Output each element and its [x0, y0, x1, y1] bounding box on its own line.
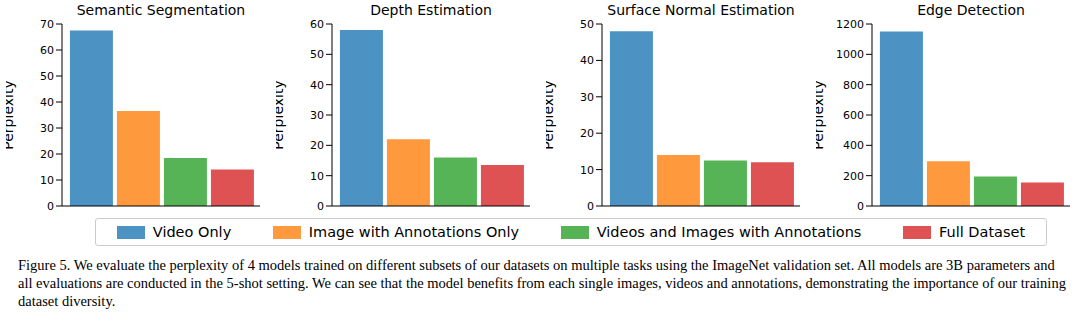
svg-text:Perplexity: Perplexity	[8, 80, 16, 149]
svg-text:200: 200	[843, 170, 864, 183]
svg-text:40: 40	[310, 79, 324, 92]
svg-text:40: 40	[40, 96, 54, 109]
svg-text:70: 70	[40, 20, 54, 31]
svg-text:0: 0	[47, 200, 54, 212]
svg-text:60: 60	[310, 20, 324, 31]
svg-text:Perplexity: Perplexity	[816, 80, 826, 149]
svg-text:60: 60	[40, 44, 54, 57]
html-text:Video Only: Video Only	[152, 224, 232, 240]
html-text:Videos and Images with Annotat: Videos and Images with Annotations	[596, 224, 862, 240]
svg-text:30: 30	[40, 122, 54, 135]
svg-text:30: 30	[580, 91, 594, 104]
svg-text:800: 800	[843, 79, 864, 92]
svg-text:10: 10	[40, 174, 54, 187]
svg-text:1200: 1200	[836, 20, 864, 31]
html-text:Figure 5. We evaluate the perp: Figure 5. We evaluate the perplexity of …	[18, 257, 1066, 309]
svg-text:600: 600	[843, 109, 864, 122]
svg-text:50: 50	[310, 48, 324, 61]
html-text:Full Dataset: Full Dataset	[939, 224, 1026, 240]
html-text:Image with Annotations Only: Image with Annotations Only	[308, 224, 520, 240]
svg-text:10: 10	[580, 164, 594, 177]
svg-text:30: 30	[310, 109, 324, 122]
svg-text:0: 0	[317, 200, 324, 212]
svg-text:0: 0	[857, 200, 864, 212]
svg-text:40: 40	[580, 54, 594, 67]
html-text:Surface Normal Estimation: Surface Normal Estimation	[607, 2, 795, 18]
html-text:Depth Estimation: Depth Estimation	[370, 2, 492, 18]
svg-text:Perplexity: Perplexity	[546, 80, 556, 149]
svg-text:0: 0	[587, 200, 594, 212]
svg-text:50: 50	[40, 70, 54, 83]
svg-text:400: 400	[843, 139, 864, 152]
html-text:Semantic Segmentation: Semantic Segmentation	[76, 2, 246, 18]
svg-text:10: 10	[310, 170, 324, 183]
svg-text:20: 20	[310, 139, 324, 152]
svg-text:20: 20	[40, 148, 54, 161]
svg-text:1000: 1000	[836, 48, 864, 61]
html-text:Edge Detection: Edge Detection	[917, 2, 1025, 18]
svg-text:20: 20	[580, 127, 594, 140]
svg-text:Perplexity: Perplexity	[276, 80, 286, 149]
svg-text:50: 50	[580, 20, 594, 31]
